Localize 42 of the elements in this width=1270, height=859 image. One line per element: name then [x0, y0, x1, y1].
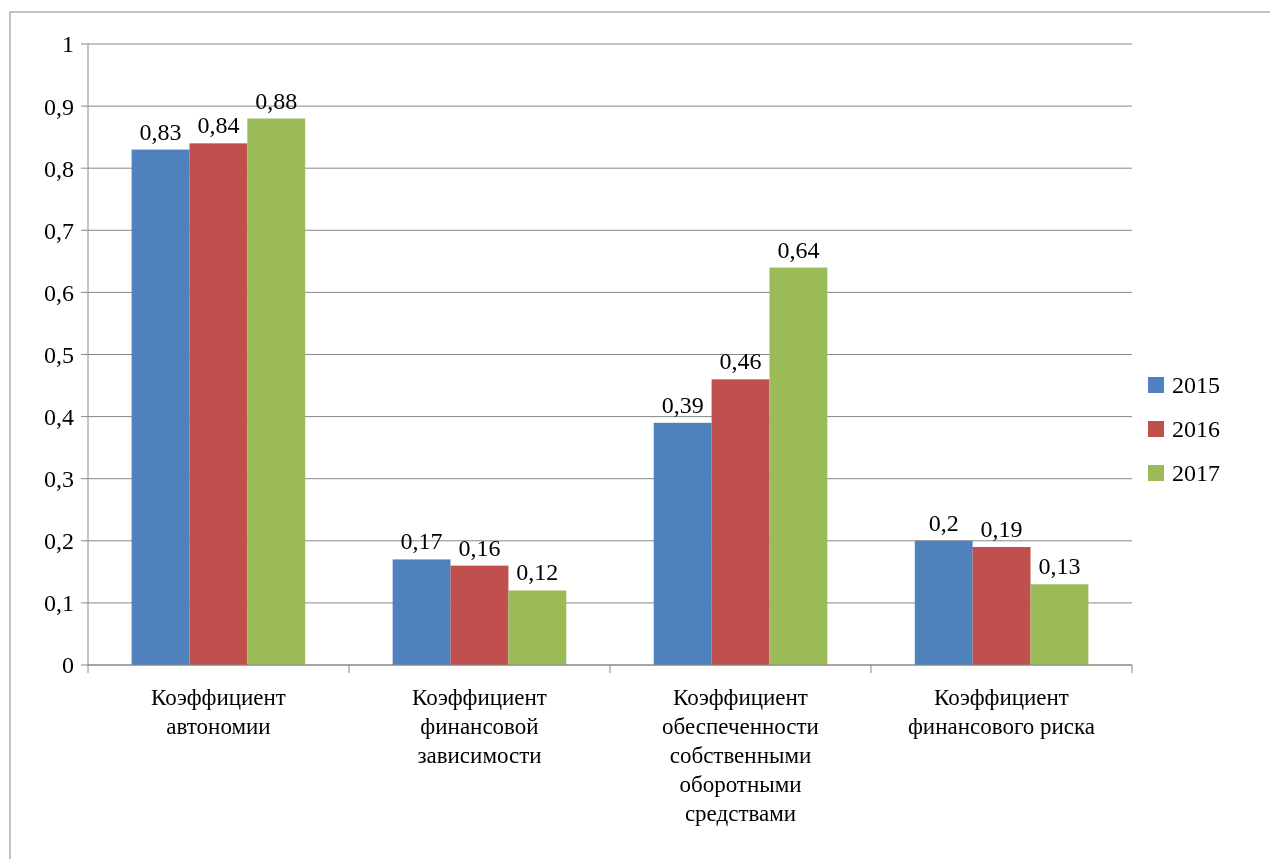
data-label: 0,39 [661, 391, 704, 418]
bar [189, 143, 248, 665]
y-tick-label: 0,9 [44, 93, 74, 120]
legend-label: 2017 [1172, 460, 1220, 487]
x-tick-label: Коэффициент обеспеченности собственными оборотными средствами [662, 685, 819, 826]
bar [914, 540, 973, 665]
legend-label: 2015 [1172, 372, 1220, 399]
bar [769, 267, 828, 665]
y-tick-label: 0,1 [44, 590, 74, 617]
data-label: 0,84 [197, 112, 240, 139]
bar [450, 565, 509, 665]
legend-label: 2016 [1172, 416, 1220, 443]
data-label: 0,13 [1038, 553, 1081, 580]
bar [653, 422, 712, 665]
y-tick-label: 0 [62, 652, 74, 679]
x-tick-label: Коэффициент финансового риска [907, 685, 1096, 739]
data-label: 0,83 [139, 118, 182, 145]
y-tick-label: 0,7 [44, 217, 74, 244]
y-tick-label: 0,5 [44, 341, 74, 368]
data-label: 0,17 [400, 528, 443, 555]
data-label: 0,16 [458, 534, 501, 561]
data-label: 0,88 [255, 87, 298, 114]
data-label: 0,19 [980, 516, 1023, 543]
bar [131, 149, 190, 665]
bar [711, 379, 770, 665]
y-tick-label: 0,3 [44, 466, 74, 493]
bar [247, 118, 306, 665]
y-tick-label: 0,2 [44, 528, 74, 555]
x-tick-label: Коэффициент финансовой зависимости [412, 685, 547, 768]
bar [1030, 584, 1089, 665]
bar [972, 547, 1031, 665]
data-label: 0,12 [516, 559, 559, 586]
y-tick-label: 1 [62, 31, 74, 58]
bar [508, 590, 567, 665]
y-tick-label: 0,6 [44, 279, 74, 306]
data-label: 0,46 [719, 348, 762, 375]
data-label: 0,64 [777, 236, 820, 263]
data-label: 0,2 [928, 509, 959, 536]
y-tick-label: 0,4 [44, 404, 74, 430]
x-tick-label: Коэффициент автономии [151, 685, 286, 739]
y-tick-label: 0,8 [44, 155, 74, 182]
bar [392, 559, 451, 665]
